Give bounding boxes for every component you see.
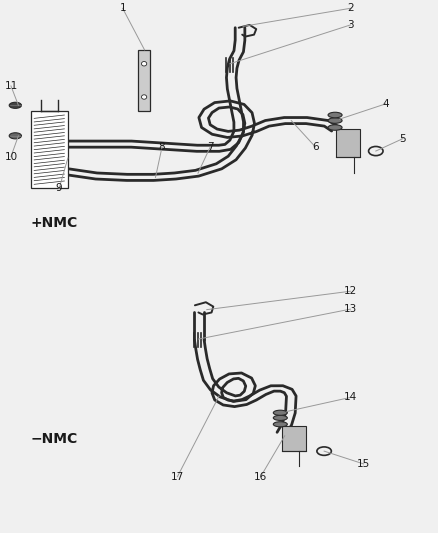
Text: 13: 13 (344, 304, 357, 314)
Ellipse shape (328, 118, 342, 123)
Text: +NMC: +NMC (31, 216, 78, 230)
Ellipse shape (328, 112, 342, 118)
Text: 14: 14 (344, 392, 357, 402)
Text: 6: 6 (312, 142, 319, 152)
Text: 10: 10 (4, 151, 18, 161)
Bar (31, 111, 68, 189)
Text: 5: 5 (399, 134, 406, 143)
Ellipse shape (273, 415, 287, 421)
Text: 17: 17 (171, 472, 184, 482)
Ellipse shape (273, 422, 287, 427)
Ellipse shape (141, 61, 147, 66)
Text: 16: 16 (254, 472, 267, 482)
Bar (138, 50, 150, 111)
Ellipse shape (273, 410, 287, 415)
Text: 9: 9 (56, 183, 63, 193)
Text: 3: 3 (347, 20, 354, 30)
Ellipse shape (328, 125, 342, 130)
Ellipse shape (9, 133, 21, 139)
Text: 2: 2 (347, 3, 354, 13)
Text: 12: 12 (344, 286, 357, 296)
Text: 4: 4 (382, 99, 389, 109)
Text: 15: 15 (357, 459, 370, 469)
Text: 11: 11 (4, 81, 18, 91)
Bar (282, 425, 306, 451)
Bar (336, 129, 360, 157)
Text: 8: 8 (159, 142, 166, 152)
Ellipse shape (141, 95, 147, 99)
Text: 1: 1 (119, 3, 126, 13)
Text: −NMC: −NMC (31, 432, 78, 447)
Ellipse shape (9, 102, 21, 108)
Text: 7: 7 (207, 142, 214, 152)
